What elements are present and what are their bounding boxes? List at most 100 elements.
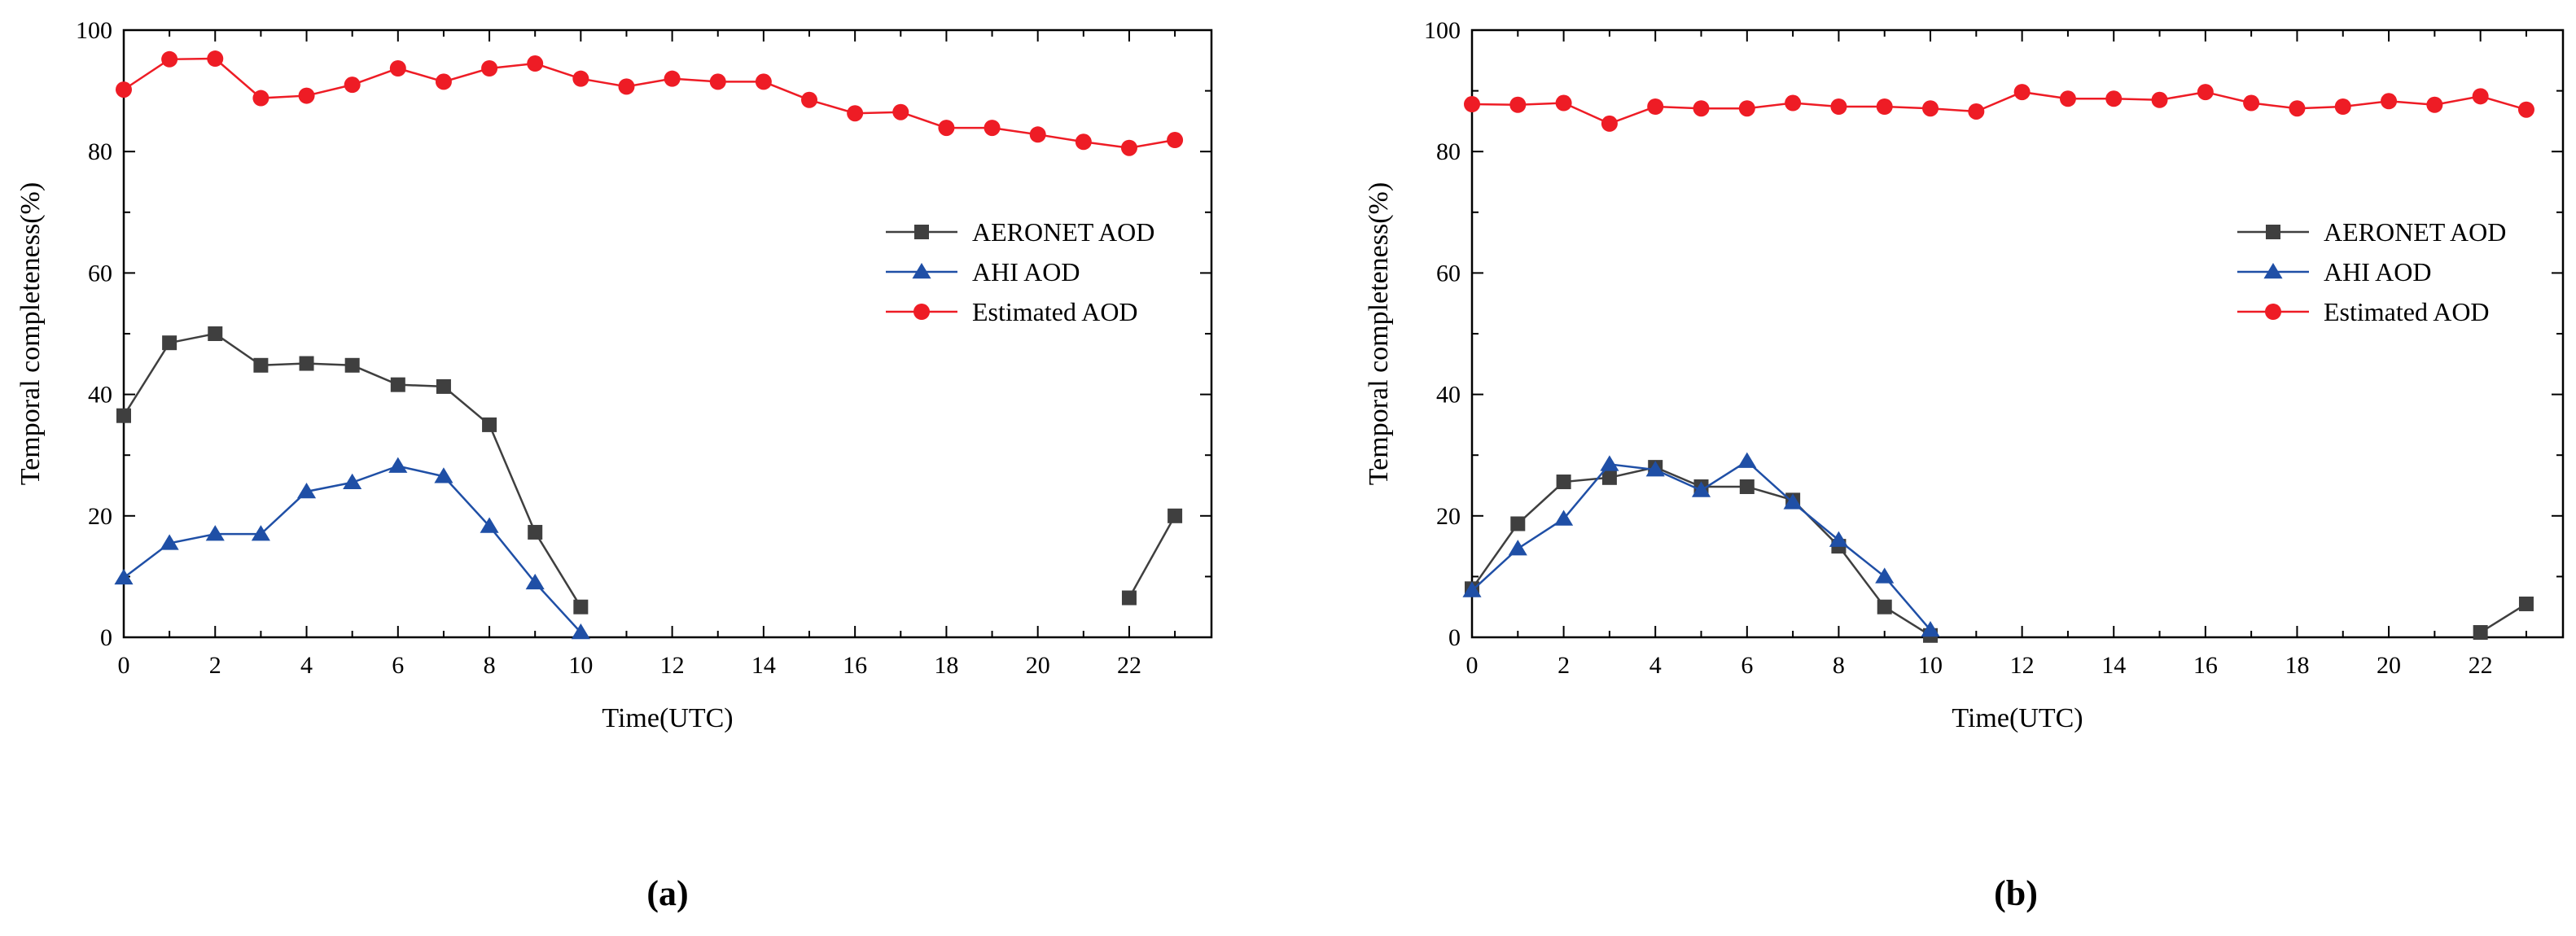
data-point bbox=[296, 482, 317, 499]
data-point bbox=[299, 356, 314, 371]
data-point bbox=[208, 326, 223, 341]
data-point bbox=[1121, 590, 1137, 606]
legend-label: Estimated AOD bbox=[972, 297, 1138, 326]
x-tick-label: 14 bbox=[2101, 652, 2126, 679]
y-tick-label: 60 bbox=[88, 260, 112, 286]
data-point bbox=[1737, 452, 1757, 468]
series-estimated-aod bbox=[1464, 84, 2534, 132]
data-point bbox=[1601, 115, 1618, 132]
series-ahi-aod bbox=[114, 457, 590, 640]
data-point bbox=[709, 73, 726, 90]
data-point bbox=[344, 77, 361, 94]
series-line bbox=[122, 332, 582, 608]
x-tick-label: 12 bbox=[2010, 652, 2035, 679]
data-point bbox=[481, 59, 498, 77]
y-tick-label: 100 bbox=[1424, 17, 1461, 44]
plot-frame bbox=[1470, 28, 2565, 639]
data-point bbox=[618, 78, 635, 95]
data-point bbox=[892, 103, 909, 120]
chart-panel-a: 0 2 4 6 8 10 12 14 16 18 20 22 0 20 40 60 80 100 Time(UTC)… bbox=[15, 17, 1213, 913]
y-tick-label: 20 bbox=[1436, 503, 1461, 530]
legend-marker bbox=[2265, 304, 2281, 320]
data-point bbox=[938, 120, 955, 137]
x-tick-label: 14 bbox=[751, 652, 776, 679]
legend: AERONET AOD AHI AOD Estimated AOD bbox=[2237, 217, 2506, 326]
data-point bbox=[1600, 455, 1619, 471]
y-axis-title: Temporal completeness(%) bbox=[15, 182, 46, 485]
panel-label: (b) bbox=[1994, 873, 2038, 913]
x-tick-label: 6 bbox=[1741, 652, 1753, 679]
data-point bbox=[1921, 621, 1940, 637]
x-tick-label: 22 bbox=[1117, 652, 1141, 679]
legend-label: Estimated AOD bbox=[2324, 297, 2490, 326]
x-tick-label: 0 bbox=[118, 652, 130, 679]
data-point bbox=[1647, 98, 1664, 115]
data-point bbox=[1509, 96, 1527, 113]
series-line bbox=[2479, 602, 2527, 634]
data-point bbox=[1075, 133, 1092, 151]
x-tick-label: 22 bbox=[2469, 652, 2493, 679]
data-point bbox=[1829, 531, 1848, 547]
data-point bbox=[2105, 90, 2123, 107]
x-tick-label: 10 bbox=[1918, 652, 1943, 679]
legend-marker bbox=[2263, 263, 2283, 279]
data-point bbox=[161, 50, 178, 68]
data-point bbox=[389, 59, 406, 77]
x-tick-label: 8 bbox=[1833, 652, 1845, 679]
chart-panel-b: 0 2 4 6 8 10 12 14 16 18 20 22 0 20 40 60 80 100 Time(UTC)… bbox=[1364, 17, 2565, 913]
data-point bbox=[527, 55, 544, 72]
data-point bbox=[1601, 470, 1617, 485]
data-point bbox=[434, 467, 453, 483]
data-point bbox=[207, 50, 224, 68]
y-tick-label: 0 bbox=[1448, 624, 1461, 651]
y-tick-label: 40 bbox=[1436, 382, 1461, 409]
y-tick-label: 40 bbox=[88, 382, 112, 409]
data-point bbox=[388, 457, 408, 473]
series-line bbox=[1471, 90, 2527, 125]
data-point bbox=[2059, 90, 2076, 107]
series-aeronet-aod bbox=[1465, 460, 2534, 643]
x-tick-label: 2 bbox=[209, 652, 221, 679]
data-point bbox=[343, 473, 362, 490]
data-point bbox=[160, 534, 179, 550]
data-point bbox=[253, 357, 269, 373]
data-point bbox=[1876, 98, 1893, 115]
legend-label: AHI AOD bbox=[2324, 257, 2431, 286]
data-point bbox=[1783, 493, 1803, 510]
x-axis-title: Time(UTC) bbox=[1952, 703, 2083, 733]
data-point bbox=[1168, 508, 1183, 523]
data-point bbox=[755, 73, 772, 90]
data-point bbox=[2472, 88, 2489, 105]
x-tick-label: 10 bbox=[568, 652, 593, 679]
data-point bbox=[1510, 516, 1526, 531]
series-aeronet-aod bbox=[116, 326, 1183, 615]
y-tick-label: 20 bbox=[88, 503, 112, 530]
panel-label: (a) bbox=[646, 873, 688, 913]
data-point bbox=[390, 377, 405, 392]
data-point bbox=[1464, 96, 1480, 113]
data-point bbox=[1877, 599, 1892, 615]
plot-frame bbox=[122, 28, 1213, 639]
x-tick-label: 18 bbox=[934, 652, 958, 679]
data-point bbox=[572, 70, 589, 87]
data-point bbox=[116, 408, 131, 423]
data-point bbox=[1645, 461, 1665, 477]
legend-marker bbox=[914, 225, 929, 239]
data-point bbox=[344, 357, 360, 373]
data-point bbox=[573, 599, 589, 615]
legend-marker bbox=[913, 304, 930, 320]
y-tick-label: 80 bbox=[1436, 138, 1461, 165]
data-point bbox=[801, 91, 818, 108]
data-point bbox=[2518, 596, 2534, 611]
x-axis-title: Time(UTC) bbox=[602, 703, 733, 733]
data-point bbox=[116, 81, 132, 98]
data-point bbox=[1785, 94, 1802, 112]
x-tick-label: 20 bbox=[1026, 652, 1050, 679]
series-line bbox=[1128, 515, 1176, 599]
data-point bbox=[1875, 567, 1895, 584]
data-point bbox=[2013, 84, 2031, 101]
data-point bbox=[251, 525, 270, 541]
data-point bbox=[2334, 98, 2351, 115]
data-point bbox=[2243, 94, 2260, 112]
